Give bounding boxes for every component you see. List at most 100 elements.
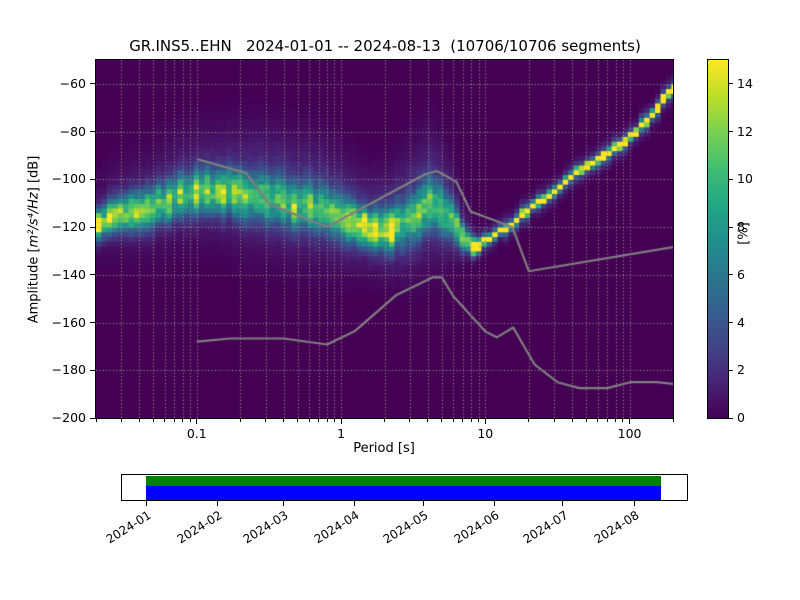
x-minor-tick bbox=[585, 418, 587, 422]
time-axis-month-label: 2024-04 bbox=[311, 508, 362, 547]
colorbar-tick-label: 14 bbox=[737, 75, 753, 91]
x-minor-tick bbox=[384, 418, 385, 422]
x-minor-tick bbox=[182, 418, 184, 422]
x-minor-tick bbox=[164, 418, 166, 422]
x-tick-label: 0.1 bbox=[186, 426, 207, 441]
x-tick-label: 100 bbox=[617, 426, 642, 441]
colorbar-tick bbox=[729, 83, 733, 85]
y-tick-label: −80 bbox=[59, 123, 86, 139]
time-axis-tick bbox=[282, 501, 284, 506]
x-minor-tick bbox=[297, 418, 299, 422]
y-major-tick bbox=[90, 178, 95, 180]
x-minor-tick bbox=[152, 418, 154, 422]
colorbar bbox=[707, 59, 729, 419]
time-axis-month-label: 2024-01 bbox=[103, 508, 154, 547]
coverage-data-availability-strip bbox=[146, 486, 662, 500]
y-major-tick bbox=[90, 83, 95, 85]
time-axis-month-label: 2024-06 bbox=[451, 508, 502, 547]
x-minor-tick bbox=[138, 418, 140, 422]
colorbar-tick bbox=[729, 226, 733, 228]
x-minor-tick bbox=[615, 418, 617, 422]
x-minor-tick bbox=[452, 418, 454, 422]
colorbar-tick-label: 0 bbox=[737, 410, 745, 425]
time-axis-month-label: 2024-05 bbox=[380, 508, 431, 547]
y-major-tick bbox=[90, 369, 95, 371]
colorbar-tick-label: 12 bbox=[737, 123, 753, 139]
x-minor-tick bbox=[265, 418, 267, 422]
x-minor-tick bbox=[606, 418, 608, 422]
coverage-bar bbox=[121, 474, 688, 501]
colorbar-tick bbox=[729, 131, 733, 133]
x-minor-tick bbox=[239, 418, 241, 422]
colorbar-tick bbox=[729, 322, 733, 324]
plot-title: GR.INS5..EHN 2024-01-01 -- 2024-08-13 (1… bbox=[129, 37, 641, 55]
x-major-tick bbox=[196, 418, 198, 424]
time-axis-tick bbox=[562, 501, 564, 506]
y-major-tick bbox=[90, 274, 95, 276]
x-minor-tick bbox=[478, 418, 480, 422]
y-tick-label: −160 bbox=[51, 314, 86, 330]
x-minor-tick bbox=[597, 418, 599, 422]
colorbar-tick bbox=[729, 274, 733, 276]
x-minor-tick bbox=[95, 418, 97, 422]
colorbar-tick-label: 4 bbox=[737, 314, 745, 330]
time-axis-month-label: 2024-08 bbox=[591, 508, 642, 547]
x-minor-tick bbox=[528, 418, 530, 422]
colorbar-tick-label: 10 bbox=[737, 171, 753, 187]
x-tick-label: 10 bbox=[477, 426, 494, 441]
x-minor-tick bbox=[571, 418, 573, 422]
x-minor-tick bbox=[173, 418, 175, 422]
colorbar-gradient bbox=[708, 60, 728, 418]
x-minor-tick bbox=[462, 418, 464, 422]
x-minor-tick bbox=[189, 418, 191, 422]
y-axis-label-prefix: Amplitude [ bbox=[26, 247, 42, 324]
x-minor-tick bbox=[441, 418, 443, 422]
x-major-tick bbox=[484, 418, 486, 424]
time-axis-tick bbox=[422, 501, 424, 506]
time-axis-tick bbox=[633, 501, 635, 506]
y-tick-label: −140 bbox=[51, 266, 86, 282]
time-axis-tick bbox=[145, 501, 147, 506]
x-minor-tick bbox=[427, 418, 429, 422]
colorbar-tick bbox=[729, 178, 733, 180]
x-minor-tick bbox=[672, 418, 674, 422]
y-major-tick bbox=[90, 131, 95, 133]
ppsd-heatmap bbox=[95, 59, 674, 419]
x-minor-tick bbox=[308, 418, 310, 422]
x-minor-tick bbox=[409, 418, 411, 422]
time-axis-tick bbox=[353, 501, 355, 506]
x-minor-tick bbox=[318, 418, 320, 422]
colorbar-tick-label: 6 bbox=[737, 266, 745, 282]
colorbar-tick-label: 8 bbox=[737, 219, 745, 235]
y-tick-label: −120 bbox=[51, 219, 86, 235]
x-minor-tick bbox=[553, 418, 555, 422]
coverage-used-segments-strip bbox=[146, 476, 662, 486]
time-axis-month-label: 2024-07 bbox=[520, 508, 571, 547]
x-minor-tick bbox=[622, 418, 624, 422]
x-axis-label: Period [s] bbox=[353, 441, 415, 456]
colorbar-tick-label: 2 bbox=[737, 362, 745, 378]
colorbar-label: [%] bbox=[736, 222, 752, 245]
x-major-tick bbox=[629, 418, 631, 424]
y-tick-label: −200 bbox=[51, 410, 86, 425]
y-tick-label: −180 bbox=[51, 362, 86, 378]
colorbar-tick bbox=[729, 369, 733, 371]
x-minor-tick bbox=[283, 418, 285, 422]
x-minor-tick bbox=[333, 418, 335, 422]
y-tick-label: −100 bbox=[51, 171, 86, 187]
x-minor-tick bbox=[120, 418, 122, 422]
y-tick-label: −60 bbox=[59, 75, 86, 91]
x-minor-tick bbox=[470, 418, 472, 422]
y-major-tick bbox=[90, 322, 95, 324]
time-axis-month-label: 2024-03 bbox=[240, 508, 291, 547]
y-major-tick bbox=[90, 226, 95, 228]
y-major-tick bbox=[90, 417, 95, 419]
x-tick-label: 1 bbox=[337, 426, 346, 441]
y-axis-label: Amplitude [m²/s⁴/Hz] [dB] bbox=[27, 110, 42, 370]
time-axis-tick bbox=[216, 501, 218, 506]
ppsd-canvas bbox=[96, 60, 673, 418]
time-axis-month-label: 2024-02 bbox=[174, 508, 225, 547]
x-minor-tick bbox=[326, 418, 328, 422]
x-major-tick bbox=[340, 418, 342, 424]
